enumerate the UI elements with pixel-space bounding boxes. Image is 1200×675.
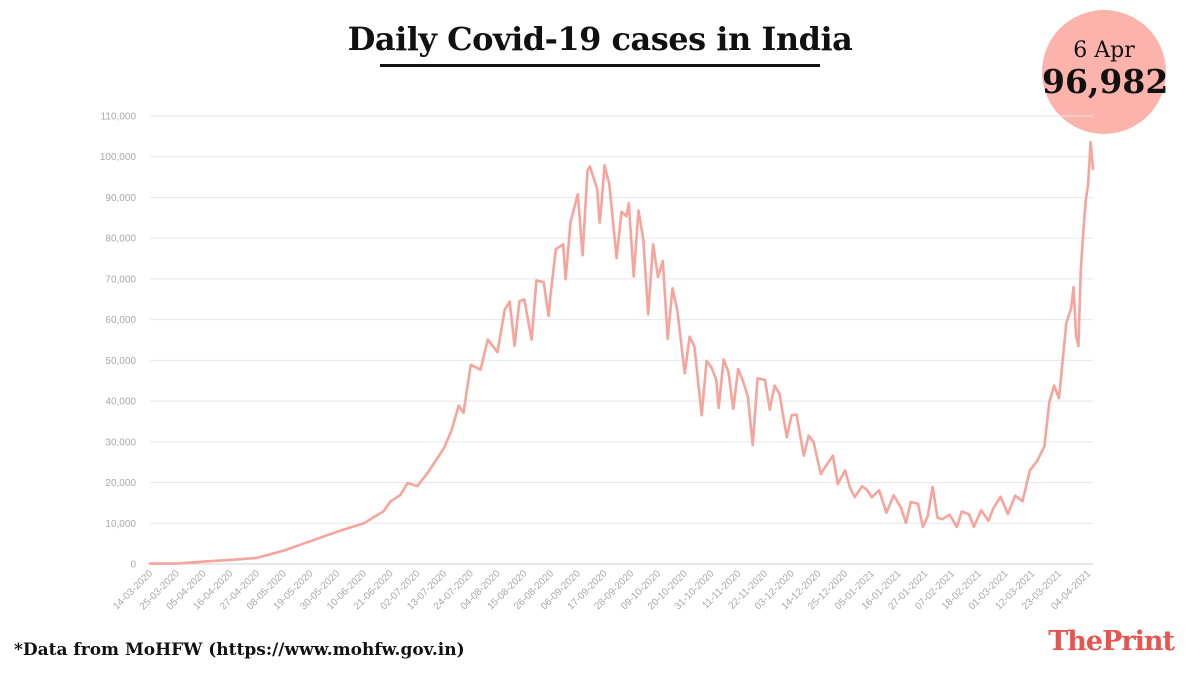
y-tick-label: 10,000	[105, 519, 136, 530]
y-tick-label: 80,000	[105, 234, 136, 245]
y-tick-label: 0	[130, 560, 136, 571]
y-tick-label: 100,000	[100, 152, 137, 163]
callout-value: 96,982	[1042, 62, 1169, 101]
x-axis-tick-labels: 14-03-202025-03-202005-04-202016-04-2020…	[111, 568, 1093, 612]
y-tick-label: 40,000	[105, 397, 136, 408]
y-tick-label: 90,000	[105, 193, 136, 204]
theprint-logo: ThePrint	[1048, 626, 1175, 657]
gridlines	[150, 115, 1093, 565]
daily-cases-line	[148, 140, 1095, 565]
title-underline	[380, 64, 820, 67]
y-axis-tick-labels: 0 10,000 20,000 30,000 40,000 50,000 60,000 70,…	[100, 112, 137, 571]
callout-date: 6 Apr	[1073, 38, 1135, 63]
y-tick-label: 30,000	[105, 437, 136, 448]
chart-title: Daily Covid-19 cases in India	[347, 20, 853, 58]
y-tick-label: 70,000	[105, 274, 136, 285]
data-source-note: *Data from MoHFW (https://www.mohfw.gov.…	[14, 640, 465, 660]
y-tick-label: 60,000	[105, 315, 136, 326]
y-tick-label: 50,000	[105, 356, 136, 367]
latest-value-callout: 6 Apr 96,982	[1042, 10, 1169, 134]
y-tick-label: 110,000	[101, 112, 137, 123]
y-tick-label: 20,000	[105, 478, 136, 489]
